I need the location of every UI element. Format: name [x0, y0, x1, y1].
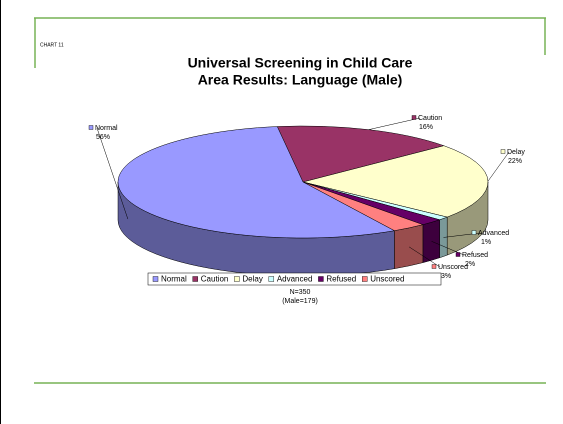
legend-swatch [268, 276, 275, 282]
legend-label: Delay [242, 275, 262, 284]
slice-side [422, 219, 440, 263]
data-label: 1% [481, 239, 491, 246]
label-key [455, 252, 461, 257]
chart-title: Universal Screening in Child Care [188, 55, 413, 71]
data-label-name: Delay [507, 149, 525, 156]
leader-line [487, 151, 510, 182]
note: N=350 [290, 289, 311, 296]
data-label: 3% [441, 273, 451, 280]
chart-title: Area Results: Language (Male) [198, 72, 403, 88]
slice-side [439, 216, 448, 259]
legend-swatch [152, 276, 159, 282]
leader-line [408, 246, 441, 268]
legend-swatch [234, 276, 240, 282]
legend-swatch [192, 276, 198, 282]
slice-side [394, 224, 424, 269]
legend-box [147, 272, 442, 286]
label-key [500, 149, 506, 154]
label-key [471, 230, 477, 235]
data-label-name: Normal [95, 125, 118, 132]
legend-swatch [318, 276, 324, 282]
data-label: 22% [508, 158, 522, 165]
legend-label: Unscored [370, 275, 404, 284]
data-label: 16% [419, 124, 433, 131]
pie-labels: Caution 16% Delay 22% Advanced 1% Refused 2%Uns… [88, 115, 525, 280]
data-label: 2% [465, 261, 475, 268]
slice [117, 126, 396, 239]
legend-label: Advanced [277, 275, 313, 284]
data-label-name: Refused [462, 252, 488, 259]
legend-label: Refused [326, 275, 356, 284]
slide-label: CHART 11 [40, 42, 64, 48]
legend-label: Caution [201, 275, 229, 284]
legend: Normal Caution Delay Advanced Refused Unscore… [147, 272, 442, 286]
slice [276, 125, 445, 183]
pie-tops [117, 125, 489, 239]
label-key [88, 125, 94, 130]
label-key [431, 264, 437, 269]
label-key [411, 115, 417, 120]
data-label: 56% [96, 134, 110, 141]
data-label-name: Caution [418, 115, 442, 122]
pie-sides [117, 181, 489, 277]
data-label-name: Unscored [438, 264, 468, 271]
slice [302, 145, 489, 218]
data-label-name: Advanced [478, 230, 509, 237]
legend-swatch [362, 276, 368, 282]
leader-line [96, 127, 129, 220]
legend-label: Normal [161, 275, 187, 284]
note: (Male=179) [282, 298, 318, 305]
leader-line [368, 117, 421, 130]
